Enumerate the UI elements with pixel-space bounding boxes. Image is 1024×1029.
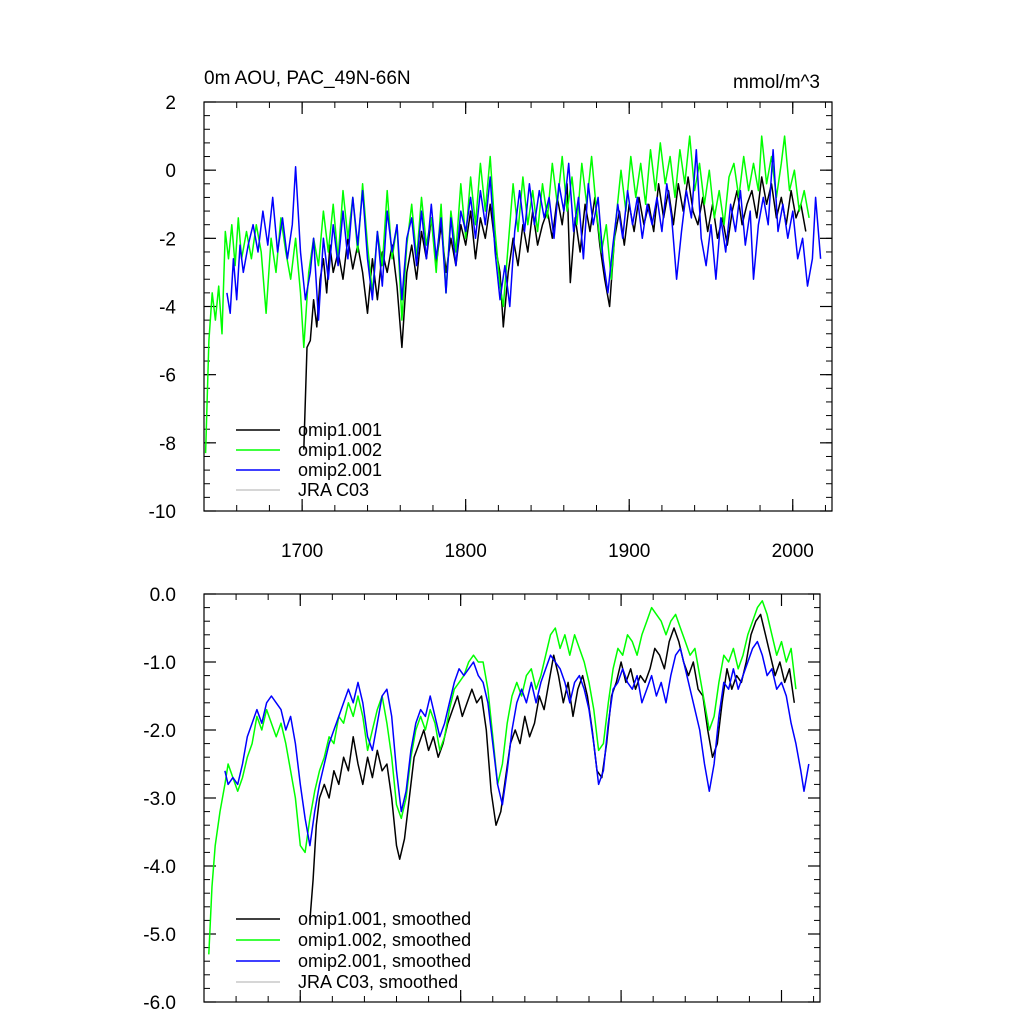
y-tick-label: -2.0 <box>143 721 176 742</box>
y-tick-label: -8 <box>159 434 176 455</box>
y-tick-label: -4 <box>159 298 176 319</box>
bottom-minor-ticks <box>203 593 820 1003</box>
y-tick-label: 2 <box>165 93 176 114</box>
y-tick-label: -4.0 <box>143 857 176 878</box>
y-tick-label: -6.0 <box>143 993 176 1014</box>
legend-label: JRA C03 <box>298 480 369 500</box>
legend-label: omip2.001, smoothed <box>298 951 471 971</box>
y-tick-label: -5.0 <box>143 925 176 946</box>
series-line <box>226 148 822 321</box>
top-panel-units: mmol/m^3 <box>733 72 820 93</box>
x-tick-label: 1800 <box>445 541 487 562</box>
legend-label: omip1.001 <box>298 420 382 440</box>
y-tick-label: -3.0 <box>143 789 176 810</box>
legend-label: omip1.002, smoothed <box>298 930 471 950</box>
series-line <box>224 640 810 847</box>
top-x-tick-labels: 1700 1800 1900 2000 <box>281 541 814 562</box>
top-panel-title: 0m AOU, PAC_49N-66N <box>204 68 411 89</box>
legend-label: omip2.001 <box>298 460 382 480</box>
y-tick-label: -2 <box>159 229 176 250</box>
bottom-panel: 0.0 -1.0 -2.0 -3.0 -4.0 -5.0 -6.0 omip1.001, s… <box>143 585 821 1014</box>
bottom-plot-frame <box>203 593 821 1003</box>
bottom-major-ticks <box>204 593 820 1003</box>
top-series-lines <box>204 135 822 454</box>
legend-label: omip1.002 <box>298 440 382 460</box>
y-tick-label: 0 <box>165 161 176 182</box>
series-line <box>309 613 796 921</box>
series-line <box>208 600 797 955</box>
x-tick-label: 2000 <box>772 541 814 562</box>
bottom-series-lines <box>208 600 810 955</box>
series-line <box>303 176 807 450</box>
top-y-tick-labels: 2 0 -2 -4 -6 -8 -10 <box>149 93 177 523</box>
y-tick-label: 0.0 <box>150 585 176 606</box>
x-tick-label: 1700 <box>281 541 323 562</box>
legend-label: JRA C03, smoothed <box>298 972 458 992</box>
y-tick-label: -10 <box>149 502 176 523</box>
legend-label: omip1.001, smoothed <box>298 909 471 929</box>
y-tick-label: -1.0 <box>143 653 176 674</box>
series-line <box>204 135 810 454</box>
x-tick-label: 1900 <box>608 541 650 562</box>
top-panel: 0m AOU, PAC_49N-66N mmol/m^3 2 0 -2 -4 -6 -8 -… <box>149 68 833 562</box>
top-plot-frame <box>203 101 833 512</box>
bottom-y-tick-labels: 0.0 -1.0 -2.0 -3.0 -4.0 -5.0 -6.0 <box>143 585 176 1014</box>
y-tick-label: -6 <box>159 366 176 387</box>
